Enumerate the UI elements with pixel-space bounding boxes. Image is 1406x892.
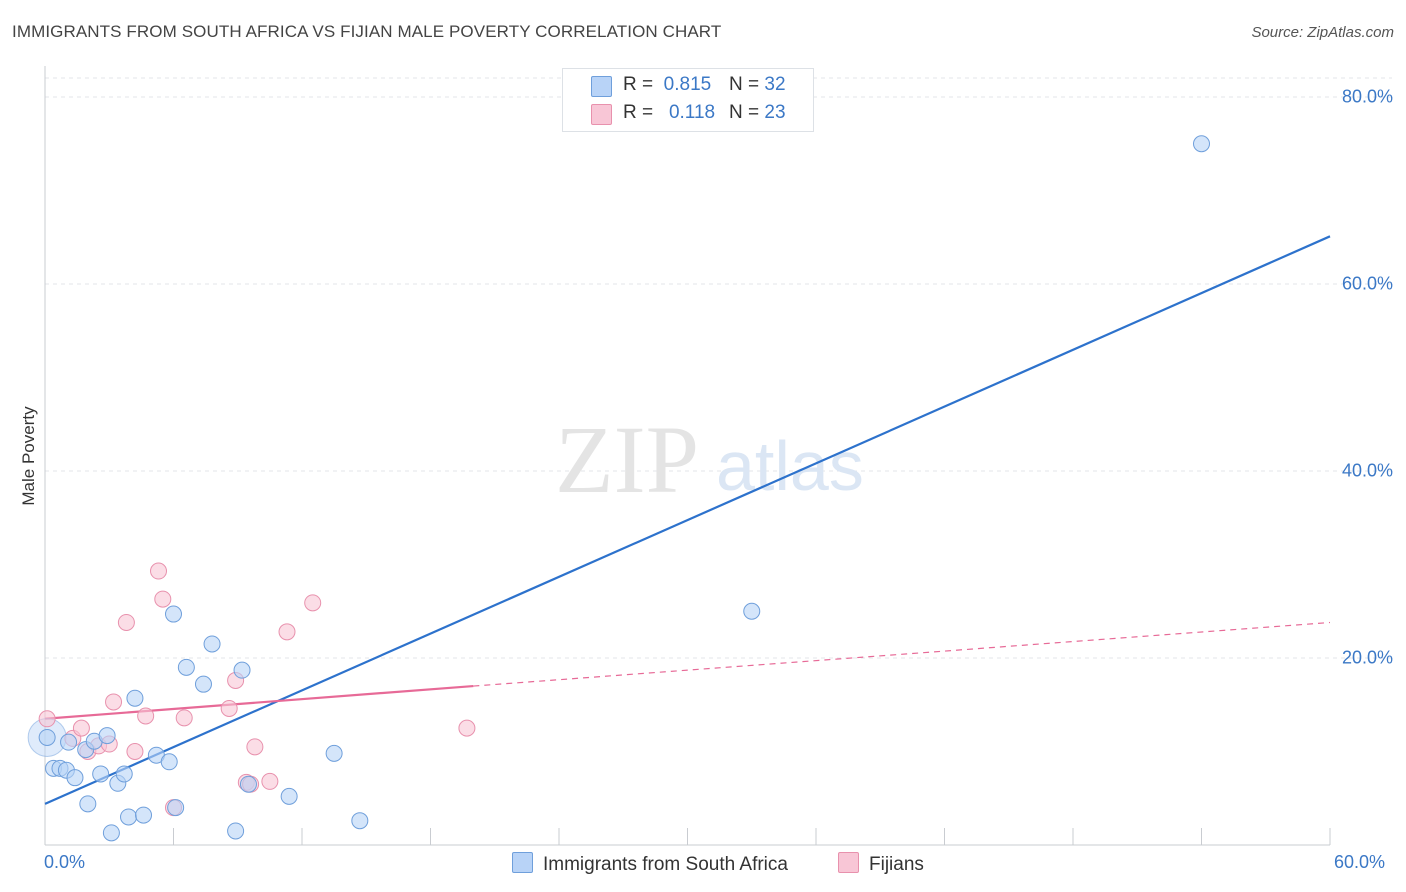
legend-swatch-pink [591,104,612,125]
point-fijians-8 [126,743,144,760]
point-immigrants-28 [351,812,369,830]
point-immigrants-10 [102,824,120,842]
point-fijians-0 [38,710,56,728]
bottom-legend-pink: Fijians [838,852,924,876]
point-immigrants-22 [203,635,221,653]
legend-row-blue: R = 0.815 N = 32 [563,73,813,99]
y-tick-label-3: 80.0% [1341,86,1393,107]
legend-n-value: 23 [764,102,786,123]
legend-n-label: N = [729,74,760,95]
point-fijians-20 [278,623,296,641]
point-immigrants-25 [239,775,257,793]
point-immigrants-12 [115,765,133,783]
bottom-legend-label-pink: Fijians [869,854,924,875]
point-fijians-22 [458,719,476,737]
point-fijians-2 [72,719,90,737]
point-immigrants-15 [135,806,153,824]
point-immigrants-27 [325,744,343,762]
point-immigrants-29 [743,602,761,620]
x-tick-label-1: 60.0% [1334,852,1386,872]
legend-swatch-blue [591,76,612,97]
legend-n-label: N = [729,102,760,123]
stats-legend: R = 0.815 N = 32 R = 0.118 N = 23 [562,68,814,132]
point-immigrants-18 [165,605,182,623]
watermark: ZIP atlas [555,406,864,513]
point-fijians-14 [220,699,238,717]
point-immigrants-19 [167,799,185,817]
source-label: Source: ZipAtlas.com [1251,24,1394,41]
legend-r-value: 0.118 [668,102,716,123]
point-immigrants-20 [177,658,195,676]
point-fijians-9 [137,707,155,725]
point-immigrants-23 [227,822,245,840]
point-fijians-18 [246,738,264,756]
point-immigrants-6 [79,795,97,813]
legend-row-pink: R = 0.118 N = 23 [563,101,813,127]
bottom-legend-label-blue: Immigrants from South Africa [543,854,788,875]
point-immigrants-4 [66,769,84,787]
y-tick-label-2: 60.0% [1341,273,1393,294]
point-fijians-10 [150,562,168,580]
watermark-atlas: atlas [716,427,864,505]
point-immigrants-30 [1193,135,1210,153]
point-immigrants-31 [60,733,78,751]
point-immigrants-8 [92,765,110,783]
trend-line-fijians [44,684,474,720]
point-fijians-13 [175,709,193,727]
point-fijians-21 [304,594,322,612]
trend-line-fijians-extension [473,621,1331,687]
bottom-legend-swatch-blue [512,852,533,873]
data-points [27,135,1210,842]
bottom-legend-blue: Immigrants from South Africa [512,852,788,876]
y-tick-label-1: 40.0% [1341,460,1393,481]
point-immigrants-21 [194,675,212,693]
trend-lines [44,235,1331,805]
point-fijians-11 [154,590,172,608]
point-immigrants-26 [280,787,298,805]
point-immigrants-13 [120,808,138,826]
y-axis-label: Male Poverty [19,406,38,506]
point-immigrants-24 [233,661,251,679]
point-immigrants-0 [38,728,56,746]
legend-r-label: R = [623,74,654,95]
y-tick-label-0: 20.0% [1341,647,1393,668]
grid-lines [45,77,1392,659]
point-fijians-19 [261,772,279,790]
watermark-zip: ZIP [555,406,699,513]
point-fijians-6 [105,693,123,711]
point-immigrants-17 [160,753,178,771]
point-fijians-7 [117,613,135,631]
x-tick-label-0: 0.0% [44,852,86,872]
legend-n-value: 32 [764,74,786,95]
point-immigrants-9 [98,727,116,745]
bottom-legend-swatch-pink [838,852,859,873]
chart-title: IMMIGRANTS FROM SOUTH AFRICA VS FIJIAN M… [12,22,722,41]
legend-r-label: R = [623,102,654,123]
legend-r-value: 0.815 [663,74,712,95]
point-immigrants-14 [126,689,144,707]
trend-line-immigrants [44,235,1331,805]
